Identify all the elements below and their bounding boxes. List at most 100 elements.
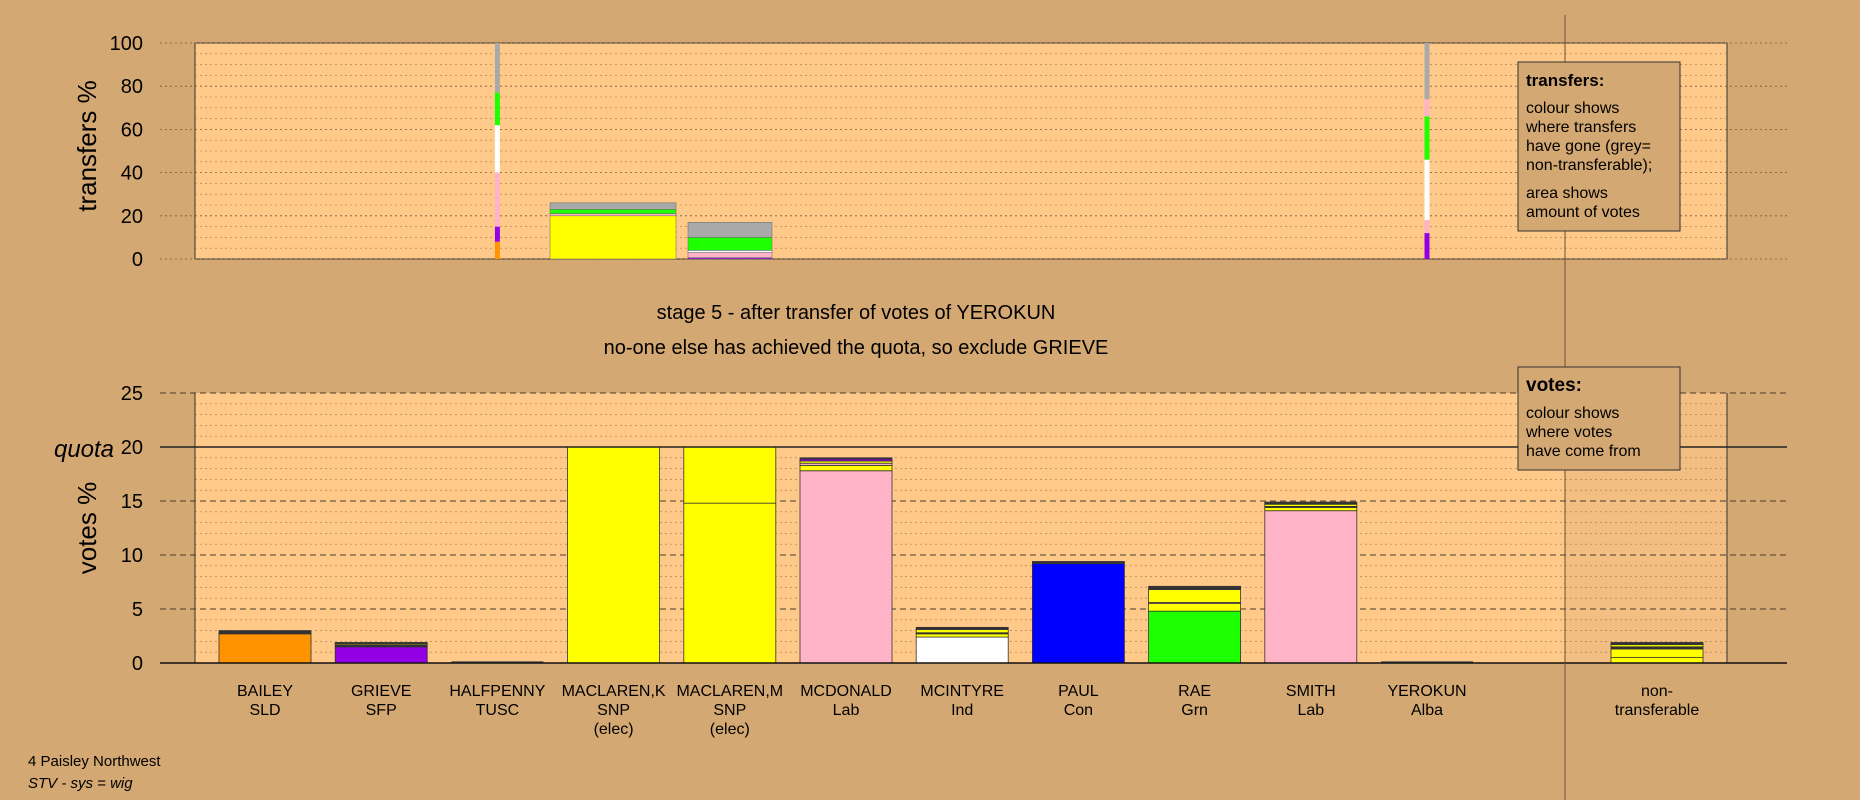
transfer-segment-Lab <box>494 172 500 227</box>
transfer-segment-SFP <box>1424 233 1430 259</box>
mcdonald-bar <box>799 457 893 664</box>
category-label-line: SNP <box>713 702 746 719</box>
transfers-y-tick-label: 20 <box>121 206 143 228</box>
smith-segment-Lab <box>1264 510 1358 664</box>
mcintyre-segment-SNP <box>915 629 1009 634</box>
category-labels: BAILEY SLD GRIEVE SFP HALFPENNY TUSC MACLAREN,… <box>237 683 1699 738</box>
category-label-line: Ind <box>951 702 973 719</box>
smith-segment-SNP <box>1264 507 1358 512</box>
transfers-y-tick-label: 100 <box>110 33 143 55</box>
transfer-segment-SNP <box>549 215 677 260</box>
category-label-line: Alba <box>1411 702 1443 719</box>
quota-label: quota <box>54 436 114 463</box>
votes-plot-area <box>195 393 1727 663</box>
category-label-line: YEROKUN <box>1387 683 1466 700</box>
votes-legend-heading: votes: <box>1526 375 1582 396</box>
votes-y-tick-label: 0 <box>132 653 143 675</box>
bailey-bar <box>218 630 312 664</box>
category-label-line: SLD <box>249 702 280 719</box>
paul-segment-dark <box>1032 561 1125 565</box>
transfers-legend-line: area shows <box>1526 185 1608 202</box>
grieve-segment-dark <box>334 642 428 644</box>
mcdonald-segment-dark <box>799 457 893 460</box>
category-label-line: Grn <box>1181 702 1208 719</box>
votes-y-tick-label: 25 <box>121 383 143 405</box>
transfers-panel: 0 20 40 60 80 100 transfers % <box>72 33 1787 271</box>
transfers-legend-line: colour shows <box>1526 100 1619 117</box>
rae-segment-SNP <box>1148 589 1241 603</box>
bailey-segment-dark <box>218 630 312 635</box>
transfers-y-axis-label: transfers % <box>72 80 102 212</box>
transfers-y-tick-label: 80 <box>121 76 143 98</box>
mcdonald-segment-Lab <box>799 470 893 664</box>
maclaren-m-segment-SNP <box>683 446 777 504</box>
rae-segment-dark <box>1148 585 1241 590</box>
votes-y-tick-label: 15 <box>121 491 143 513</box>
category-label-line: Con <box>1064 702 1093 719</box>
category-label-line: SMITH <box>1286 683 1336 700</box>
transfers-y-tick-label: 40 <box>121 163 143 185</box>
votes-legend-line: have come from <box>1526 443 1641 460</box>
transfer-bar-halfpenny <box>494 43 500 259</box>
transfers-legend-line: where transfers <box>1525 119 1636 136</box>
transfer-bar-yerokun <box>1424 43 1430 259</box>
nontransferable-label-line: non- <box>1641 683 1673 700</box>
category-label-line: RAE <box>1178 683 1211 700</box>
votes-bars <box>218 446 1704 664</box>
rae-segment-Grn <box>1148 610 1241 664</box>
nontransferable-segment-SNP <box>1610 648 1704 659</box>
category-label-line: (elec) <box>594 721 634 738</box>
transfer-segment-Grn <box>1424 116 1430 160</box>
transfer-segment-Grn <box>687 237 773 251</box>
category-label-line: SNP <box>597 702 630 719</box>
transfers-legend-line: amount of votes <box>1526 204 1640 221</box>
category-label-line: BAILEY <box>237 683 293 700</box>
votes-legend-line: colour shows <box>1526 405 1619 422</box>
votes-y-tick-label: 5 <box>132 599 143 621</box>
category-label-line: TUSC <box>476 702 520 719</box>
transfers-grid <box>160 42 1787 260</box>
mcintyre-bar <box>915 626 1009 664</box>
transfer-segment-Grn <box>549 209 677 214</box>
votes-y-axis-label: votes % <box>72 482 102 575</box>
transfers-y-tick-label: 60 <box>121 119 143 141</box>
category-label-line: HALFPENNY <box>449 683 545 700</box>
transfers-legend-line: have gone (grey= <box>1526 138 1651 155</box>
nontransferable-segment-SNP <box>1610 657 1704 664</box>
mcintyre-segment-Ind <box>915 636 1009 664</box>
category-label-line: Lab <box>1297 702 1324 719</box>
transfer-segment-SLD <box>494 241 500 259</box>
votes-panel: 0 5 10 15 20 25 votes % quota BAILEY SLD GRIEVE… <box>54 383 1787 738</box>
paul-bar <box>1032 561 1125 664</box>
transfer-segment-nontransferable <box>494 43 500 93</box>
transfers-y-ticks: 0 20 40 60 80 100 <box>110 33 143 271</box>
category-label-line: MCDONALD <box>800 683 892 700</box>
votes-y-ticks: 0 5 10 15 20 25 <box>121 383 143 675</box>
transfers-legend: transfers: colour shows where transfers … <box>1517 61 1681 232</box>
transfer-segment-Ind <box>687 250 773 253</box>
category-label-line: Lab <box>833 702 860 719</box>
transfer-segment-Lab <box>1424 99 1430 117</box>
transfer-bar-maclaren-m <box>687 222 773 260</box>
mcdonald-segment-SNP <box>799 464 893 472</box>
maclaren-m-segment-SNP <box>683 502 777 664</box>
transfer-segment-SFP <box>494 226 500 242</box>
smith-bar <box>1264 501 1358 664</box>
votes-legend: votes: colour shows where votes have com… <box>1517 366 1681 471</box>
nontransferable-bar <box>1610 642 1704 664</box>
bailey-segment-SLD <box>218 633 312 664</box>
rae-segment-SNP <box>1148 603 1241 612</box>
category-label-line: (elec) <box>710 721 750 738</box>
transfers-y-tick-label: 0 <box>132 249 143 271</box>
transfers-legend-box <box>1517 61 1681 232</box>
transfer-bar-maclaren-k <box>549 202 677 260</box>
transfer-segment-Lab <box>1424 220 1430 234</box>
category-label-line: SFP <box>366 702 397 719</box>
grieve-segment-SFP <box>334 646 428 664</box>
transfer-segment-nontransferable <box>549 202 677 210</box>
votes-legend-line: where votes <box>1525 424 1612 441</box>
nontransferable-label-line: transferable <box>1615 702 1700 719</box>
grieve-bar <box>334 642 428 664</box>
system-label: STV - sys = wig <box>28 775 133 792</box>
